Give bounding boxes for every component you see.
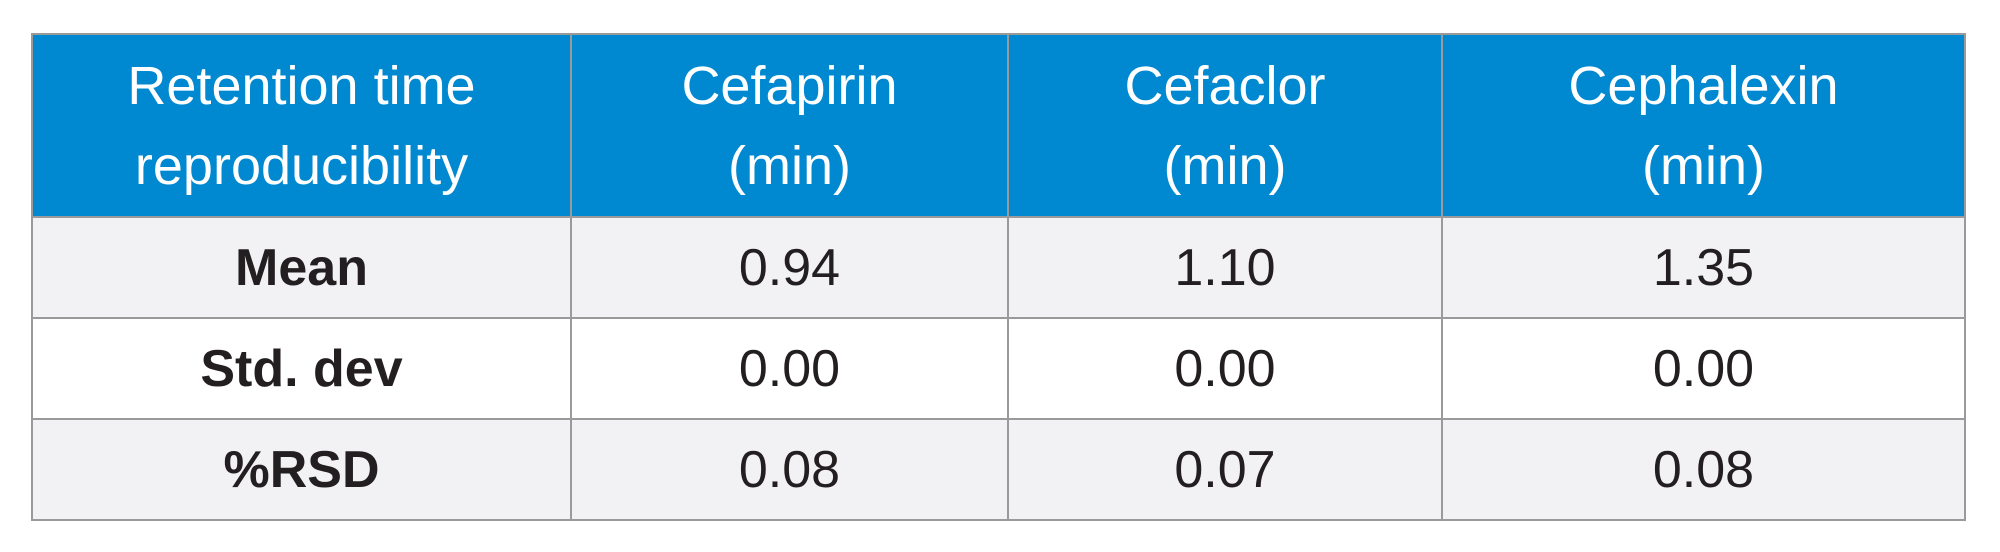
row-label: Std. dev <box>31 317 572 420</box>
header-text: Cefaclor <box>1124 55 1326 116</box>
header-cell: Retention time reproducibility <box>31 33 572 218</box>
cell-value: 0.07 <box>1007 418 1443 521</box>
table-row: Mean 0.94 1.10 1.35 <box>31 216 1966 319</box>
header-text: Cefapirin <box>681 55 898 116</box>
header-text: (min) <box>728 135 851 196</box>
data-table: Retention time reproducibility Cefapirin (m… <box>31 33 1966 521</box>
cell-value: 1.35 <box>1441 216 1966 319</box>
table-body: Mean 0.94 1.10 1.35 Std. dev 0.00 0.00 0.00 %RSD… <box>31 216 1966 521</box>
header-text: (min) <box>1163 135 1287 196</box>
header-text: reproducibility <box>134 135 469 196</box>
cell-value: 0.08 <box>1441 418 1966 521</box>
cell-value: 0.00 <box>1441 317 1966 420</box>
cell-value: 0.94 <box>570 216 1009 319</box>
header-cell: Cefapirin (min) <box>570 33 1009 218</box>
header-text: Retention time <box>127 55 476 116</box>
header-row: Retention time reproducibility Cefapirin (m… <box>31 33 1966 218</box>
cell-value: 0.00 <box>1007 317 1443 420</box>
table-row: Std. dev 0.00 0.00 0.00 <box>31 317 1966 420</box>
row-label: Mean <box>31 216 572 319</box>
table-row: %RSD 0.08 0.07 0.08 <box>31 418 1966 521</box>
header-cell: Cefaclor (min) <box>1007 33 1443 218</box>
cell-value: 0.00 <box>570 317 1009 420</box>
header-cell: Cephalexin (min) <box>1441 33 1966 218</box>
cell-value: 1.10 <box>1007 216 1443 319</box>
cell-value: 0.08 <box>570 418 1009 521</box>
header-text: Cephalexin <box>1568 55 1839 116</box>
row-label: %RSD <box>31 418 572 521</box>
header-text: (min) <box>1642 135 1765 196</box>
